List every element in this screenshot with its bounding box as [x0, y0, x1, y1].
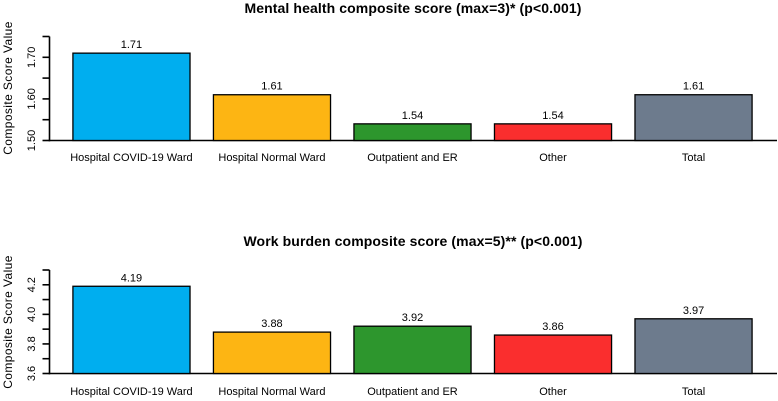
- x-category-label: Total: [682, 152, 705, 164]
- chart-title: Mental health composite score (max=3)* (…: [244, 0, 582, 16]
- x-category-label: Hospital Normal Ward: [218, 386, 325, 398]
- y-tick-label: 1.50: [26, 130, 38, 151]
- bar-value-label: 1.61: [261, 81, 282, 93]
- bar-hospital-covid-19-ward: [72, 285, 191, 375]
- bar-hospital-covid-19-ward: [72, 52, 191, 142]
- bar-outpatient-and-er: [353, 325, 472, 375]
- x-category-label: Hospital COVID-19 Ward: [70, 386, 192, 398]
- x-category-label: Outpatient and ER: [367, 386, 458, 398]
- bar-value-label: 3.97: [683, 305, 704, 317]
- work-burden-chart: Work burden composite score (max=5)** (p…: [0, 200, 778, 401]
- y-tick-label: 3.8: [26, 336, 38, 351]
- bar-hospital-normal-ward: [212, 94, 332, 142]
- bar-value-label: 3.86: [542, 321, 563, 333]
- bar-value-label: 4.19: [121, 272, 142, 284]
- y-tick-label: 3.6: [26, 366, 38, 381]
- bar-plot: 3.6 3.8 4.0 4.2 4.19 Hospital COVID-19 Ward 3.…: [26, 269, 777, 398]
- bar-other: [493, 123, 613, 142]
- y-tick-label: 4.2: [26, 277, 38, 292]
- bar-plot: 1.50 1.60 1.70 1.71 Hospital COVID-19 Ward 1.…: [26, 35, 777, 164]
- x-category-label: Hospital Normal Ward: [218, 152, 325, 164]
- x-category-label: Total: [682, 386, 705, 398]
- x-category-label: Other: [539, 386, 567, 398]
- x-category-label: Other: [539, 152, 567, 164]
- bar-value-label: 1.61: [683, 81, 704, 93]
- y-tick-label: 4.0: [26, 307, 38, 322]
- x-category-label: Hospital COVID-19 Ward: [70, 152, 192, 164]
- bar-value-label: 1.71: [121, 39, 142, 51]
- y-tick-label: 1.60: [26, 88, 38, 109]
- bar-other: [493, 334, 613, 375]
- x-category-label: Outpatient and ER: [367, 152, 458, 164]
- bar-value-label: 1.54: [542, 110, 563, 122]
- bar-value-label: 3.92: [402, 312, 423, 324]
- bar-outpatient-and-er: [353, 123, 472, 142]
- chart-title: Work burden composite score (max=5)** (p…: [243, 233, 583, 249]
- y-tick-label: 1.70: [26, 47, 38, 68]
- bar-value-label: 1.54: [402, 110, 423, 122]
- bar-value-label: 3.88: [261, 318, 282, 330]
- bar-hospital-normal-ward: [212, 331, 332, 375]
- mental-health-chart: Mental health composite score (max=3)* (…: [0, 0, 778, 200]
- bar-total: [634, 318, 753, 375]
- bar-total: [634, 94, 753, 142]
